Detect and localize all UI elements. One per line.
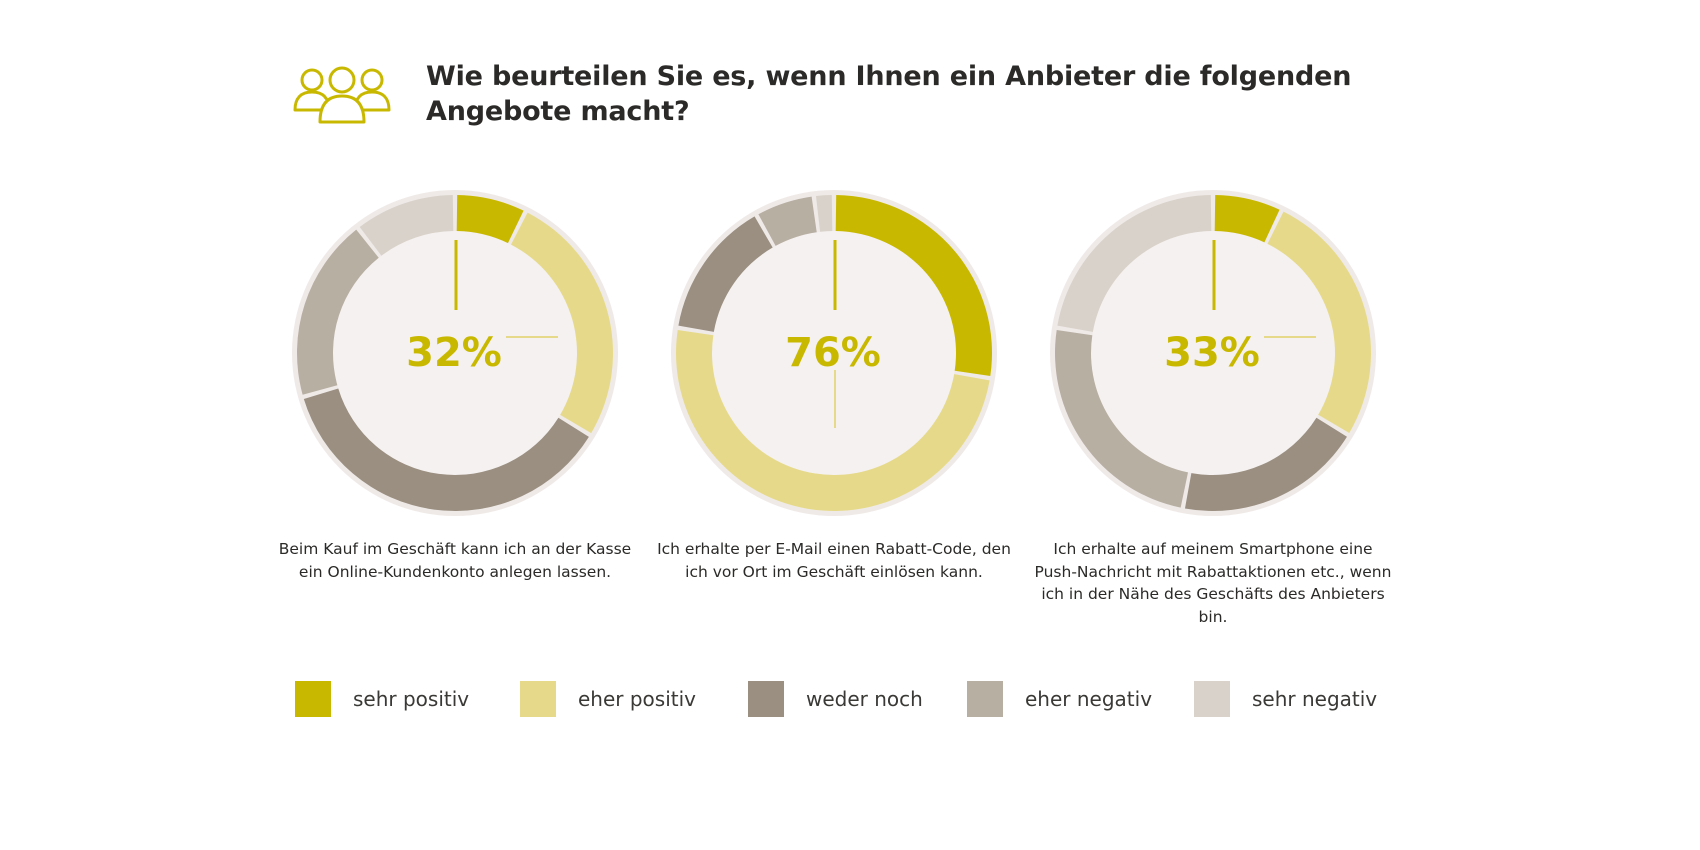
donut-svg: 32% [292,190,618,516]
donut-segment-weder-noch [303,388,589,511]
legend-item-sehr-negativ: sehr negativ [1194,680,1377,718]
donut-center [333,231,577,475]
donut-segment-eher-positiv [676,329,990,511]
people-group-icon [293,66,391,124]
donut-segment-sehr-negativ [1057,195,1212,332]
donut-svg: 76% [671,190,997,516]
donut-segment-sehr-positiv [1214,195,1280,243]
legend-swatch [967,681,1003,717]
legend-item-weder-noch: weder noch [748,680,923,718]
donut-segment-eher-negativ [1055,329,1189,508]
chart-caption: Beim Kauf im Geschäft kann ich an der Ka… [278,540,632,581]
donut-svg: 33% [1050,190,1376,516]
donut-segment-sehr-negativ [359,195,454,256]
donut-segment-weder-noch [1184,417,1347,511]
donut-segment-eher-negativ [758,196,817,246]
legend-label: sehr negativ [1252,687,1378,711]
chart-caption: Ich erhalte auf meinem Smartphone eine P… [1034,540,1392,626]
chart-caption: Ich erhalte per E-Mail einen Rabatt-Code… [657,540,1011,581]
donut-segment-sehr-negativ [815,195,833,232]
donut-center-value: 76% [785,330,881,376]
donut-chart-2: 76% Ich erhalte per E-Mail einen Rabatt-… [654,190,1014,630]
donut-chart-1: 32% Beim Kauf im Geschäft kann ich an de… [275,190,635,630]
donut-center-value: 32% [406,330,502,376]
legend-label: sehr positiv [353,687,470,711]
legend-label: eher negativ [1025,687,1153,711]
page-title: Wie beurteilen Sie es, wenn Ihnen ein An… [426,61,1352,127]
legend-label: weder noch [806,687,923,711]
donut-segment-eher-positiv [1267,211,1371,434]
legend-item-eher-positiv: eher positiv [520,680,696,718]
legend-item-sehr-positiv: sehr positiv [295,680,469,718]
donut-center [712,231,956,475]
donut-center [1091,231,1335,475]
donut-center-value: 33% [1164,330,1260,376]
donut-segment-eher-positiv [511,212,613,434]
donut-segment-sehr-positiv [835,195,992,377]
legend-item-eher-negativ: eher negativ [967,680,1152,718]
donut-segment-eher-negativ [297,229,379,395]
legend-swatch [520,681,556,717]
legend-swatch [748,681,784,717]
legend-swatch [295,681,331,717]
donut-segment-weder-noch [678,216,773,332]
legend-swatch [1194,681,1230,717]
donut-segment-sehr-positiv [456,195,524,244]
legend-label: eher positiv [578,687,697,711]
legend: sehr positiv eher positiv weder noch ehe… [295,680,1405,720]
donut-chart-3: 33% Ich erhalte auf meinem Smartphone ei… [1033,190,1393,630]
